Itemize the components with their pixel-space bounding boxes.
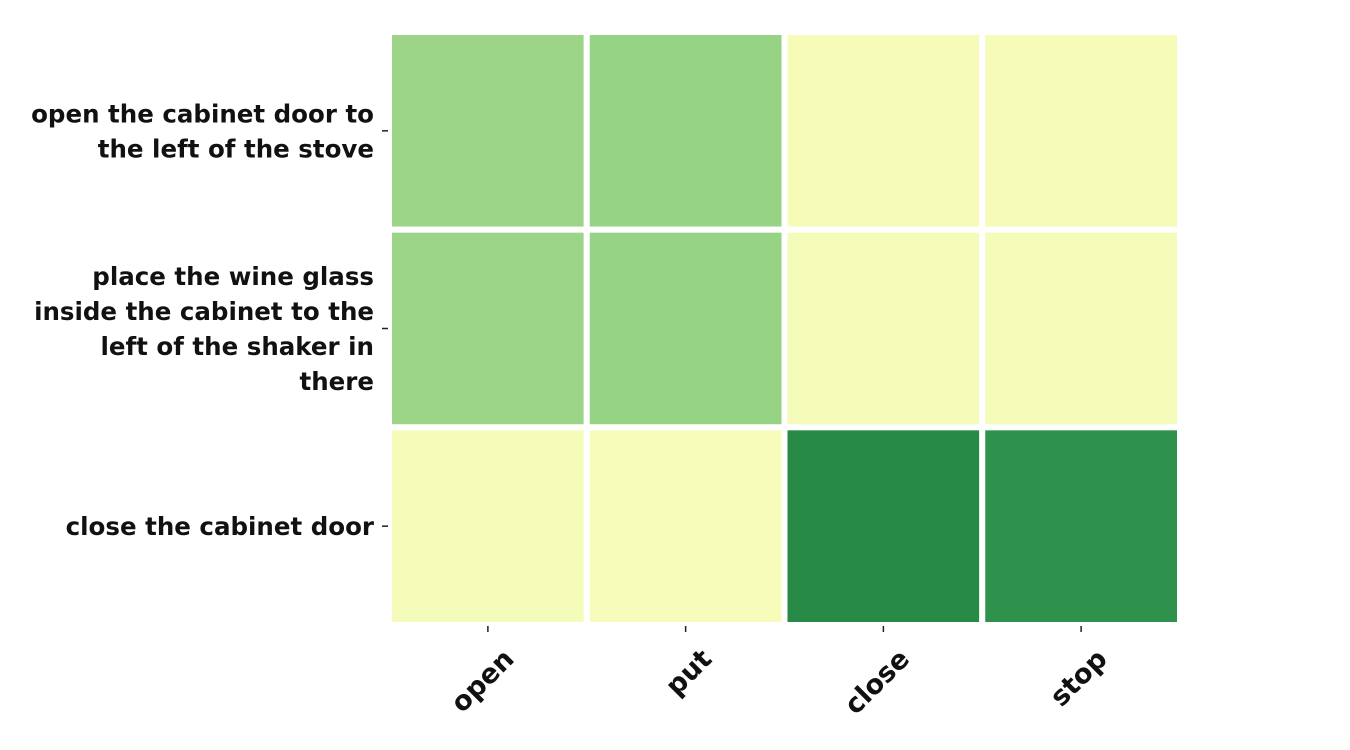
y-tick-label-line: open the cabinet door to bbox=[31, 99, 374, 128]
x-tick-label-stop: stop bbox=[1044, 644, 1113, 713]
y-tick-label-line: place the wine glass bbox=[92, 262, 374, 291]
y-tick-label-line: there bbox=[300, 367, 374, 396]
y-tick-label-line: close the cabinet door bbox=[66, 512, 375, 541]
x-axis: open put close stop bbox=[445, 626, 1114, 721]
x-tick-label-put: put bbox=[660, 644, 718, 702]
heatmap-cell-r1-c1 bbox=[583, 226, 788, 431]
heatmap-cell-r0-c3 bbox=[979, 29, 1183, 233]
y-tick-label-line: inside the cabinet to the bbox=[34, 297, 374, 326]
heatmap-cells bbox=[386, 29, 1183, 629]
y-tick-label-2: close the cabinet door bbox=[66, 512, 375, 541]
x-tick-label-close: close bbox=[839, 644, 916, 721]
heatmap-cell-r1-c2 bbox=[781, 226, 986, 431]
heatmap-cell-r0-c0 bbox=[386, 29, 590, 233]
x-tick-label-open: open bbox=[445, 644, 520, 719]
y-tick-label-0: open the cabinet door to the left of the … bbox=[31, 99, 374, 163]
y-tick-label-line: the left of the stove bbox=[98, 134, 374, 163]
y-tick-label-line: left of the shaker in bbox=[101, 332, 375, 361]
heatmap-cell-r2-c2 bbox=[781, 424, 986, 629]
heatmap-cell-r1-c3 bbox=[979, 226, 1183, 431]
heatmap-cell-r2-c1 bbox=[583, 424, 788, 629]
y-tick-label-1: place the wine glass inside the cabinet t… bbox=[34, 262, 374, 396]
heatmap-cell-r1-c0 bbox=[386, 226, 590, 431]
heatmap-cell-r2-c3 bbox=[979, 424, 1183, 629]
heatmap-cell-r0-c2 bbox=[781, 29, 986, 233]
heatmap-cell-r2-c0 bbox=[386, 424, 590, 629]
y-axis: open the cabinet door to the left of the … bbox=[31, 99, 388, 541]
heatmap-cell-r0-c1 bbox=[583, 29, 788, 233]
